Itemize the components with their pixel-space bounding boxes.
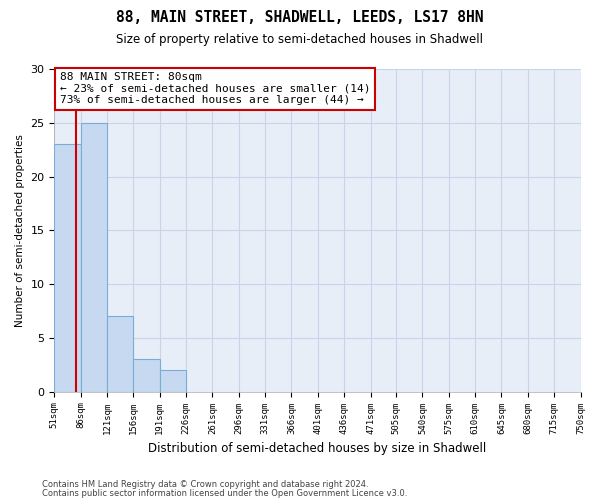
Bar	[107, 316, 133, 392]
Bar	[160, 370, 186, 392]
Bar	[81, 123, 107, 392]
Y-axis label: Number of semi-detached properties: Number of semi-detached properties	[15, 134, 25, 327]
Text: Size of property relative to semi-detached houses in Shadwell: Size of property relative to semi-detach…	[116, 32, 484, 46]
X-axis label: Distribution of semi-detached houses by size in Shadwell: Distribution of semi-detached houses by …	[148, 442, 487, 455]
Text: Contains HM Land Registry data © Crown copyright and database right 2024.: Contains HM Land Registry data © Crown c…	[42, 480, 368, 489]
Text: Contains public sector information licensed under the Open Government Licence v3: Contains public sector information licen…	[42, 488, 407, 498]
Text: 88 MAIN STREET: 80sqm
← 23% of semi-detached houses are smaller (14)
73% of semi: 88 MAIN STREET: 80sqm ← 23% of semi-deta…	[59, 72, 370, 106]
Bar	[55, 144, 81, 392]
Text: 88, MAIN STREET, SHADWELL, LEEDS, LS17 8HN: 88, MAIN STREET, SHADWELL, LEEDS, LS17 8…	[116, 10, 484, 25]
Bar	[133, 360, 160, 392]
